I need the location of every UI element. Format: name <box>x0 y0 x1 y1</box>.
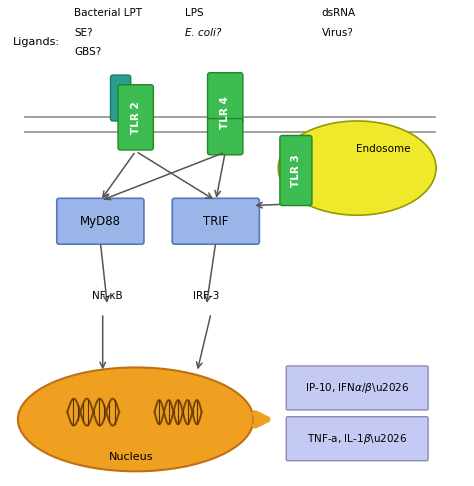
Text: Bacterial LPT: Bacterial LPT <box>74 8 142 18</box>
Text: SE?: SE? <box>74 28 93 38</box>
FancyBboxPatch shape <box>110 75 131 121</box>
Text: TLR 4: TLR 4 <box>220 96 230 129</box>
FancyBboxPatch shape <box>172 198 259 244</box>
FancyBboxPatch shape <box>208 73 243 123</box>
Text: GBS?: GBS? <box>74 47 102 57</box>
FancyBboxPatch shape <box>286 417 428 461</box>
Text: IRF-3: IRF-3 <box>193 291 219 301</box>
Text: TLR 2: TLR 2 <box>131 101 141 134</box>
Ellipse shape <box>278 121 436 215</box>
Text: Nucleus: Nucleus <box>109 451 153 462</box>
Text: NF-κB: NF-κB <box>92 291 123 301</box>
Text: MyD88: MyD88 <box>80 215 121 228</box>
Ellipse shape <box>18 367 254 471</box>
FancyBboxPatch shape <box>57 198 144 244</box>
Text: dsRNA: dsRNA <box>322 8 356 18</box>
FancyBboxPatch shape <box>208 119 243 155</box>
Text: Virus?: Virus? <box>322 28 354 38</box>
Text: Ligands:: Ligands: <box>13 37 60 48</box>
Text: E. coli?: E. coli? <box>185 28 221 38</box>
Text: IP-10, IFN$\alpha$/$\beta$\u2026: IP-10, IFN$\alpha$/$\beta$\u2026 <box>305 381 410 395</box>
Text: Endosome: Endosome <box>356 144 410 154</box>
Text: TNF-a, IL-1$\beta$\u2026: TNF-a, IL-1$\beta$\u2026 <box>307 432 408 446</box>
Text: TLR 3: TLR 3 <box>291 154 301 187</box>
FancyBboxPatch shape <box>118 85 154 150</box>
FancyBboxPatch shape <box>286 366 428 410</box>
Text: TRIF: TRIF <box>203 215 228 228</box>
Text: LPS: LPS <box>185 8 204 18</box>
FancyBboxPatch shape <box>280 136 312 206</box>
